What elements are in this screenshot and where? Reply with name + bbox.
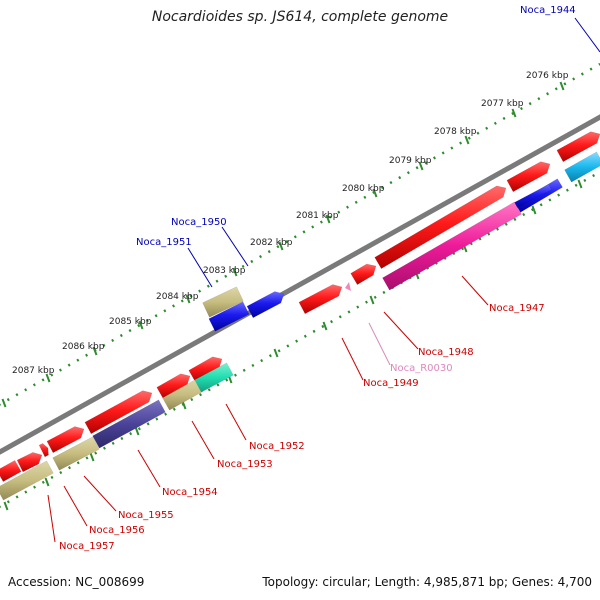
leader-line [83,475,117,512]
ruler-tick [1,398,7,408]
gene-feature [38,443,49,458]
leader-line [341,337,364,381]
gene-feature [194,362,234,393]
gene-feature [506,161,551,193]
leader-line [225,403,247,441]
leader-line [191,420,215,460]
inner-ruler-dots [0,170,600,508]
ruler-tick [45,373,51,383]
gene-label: Noca_1951 [136,237,192,248]
ruler-tick [418,161,424,171]
ruler-tick [3,501,9,511]
ruler-label: 2079 kbp [389,156,432,166]
ruler-tick [325,214,331,224]
gene-label: Noca_1952 [249,441,305,452]
gene-label: Noca_1956 [89,525,145,536]
gene-feature [0,460,54,501]
gene-label: Noca_1950 [171,217,227,228]
gene-label: Noca_1953 [217,459,273,470]
leader-line [137,449,161,488]
gene-feature [0,459,22,483]
ruler-label: 2081 kbp [296,211,339,221]
ruler-label: 2083 kbp [203,266,246,276]
ruler-tick [464,135,470,145]
ruler-tick [511,108,517,118]
ruler-tick [273,348,279,358]
map-title: Nocardioides sp. JS614, complete genome [151,9,449,25]
gene-labels: Noca_1944 Noca_1947 Noca_1948 Noca_R0030 Noc… [59,5,576,552]
gene-label: Noca_1957 [59,541,115,552]
leader-line [47,494,56,543]
leader-line [63,485,88,527]
outer-ruler-dots [0,62,600,406]
ruler-label: 2082 kbp [250,238,293,248]
gene-feature [202,286,244,318]
gene-feature [556,131,600,163]
gene-label: Noca_1944 [520,5,576,16]
ruler-tick [322,321,328,331]
ruler-tick [369,295,375,305]
gene-feature [350,263,377,285]
ruler-label: 2078 kbp [434,127,477,137]
ruler-label: 2087 kbp [12,366,55,376]
gene-label: Noca_1949 [363,378,419,389]
ruler-label: 2076 kbp [526,71,569,81]
ruler-label: 2086 kbp [62,342,105,352]
ruler-tick [232,267,238,277]
ruler-tick [134,426,140,436]
ruler-label: 2080 kbp [342,184,385,194]
ruler-tick [89,452,95,462]
gene-feature [52,436,100,471]
gene-label: Noca_R0030 [390,363,453,374]
leader-line [368,322,391,366]
ruler-tick [138,320,144,330]
gene-feature-rna [345,282,351,291]
ruler-tick [559,81,565,91]
ruler-labels: 2076 kbp 2077 kbp 2078 kbp 2079 kbp 2080 kbp… [12,71,569,376]
leader-line [574,17,600,53]
gene-feature [84,390,153,435]
label-leader-lines [47,17,600,543]
leader-line [461,275,489,306]
gene-label: Noca_1955 [118,510,174,521]
gene-feature [92,399,166,449]
gene-features [0,131,600,501]
ruler-tick [577,179,583,189]
gene-feature [382,201,522,291]
accession-text: Accession: NC_008699 [8,575,145,589]
ruler-tick [531,205,537,215]
ruler-tick [44,477,50,487]
ruler-label: 2084 kbp [156,292,199,302]
gene-feature [298,284,343,315]
ruler-tick [185,294,191,304]
leader-line [383,311,419,350]
gene-feature [564,151,600,183]
leader-line [187,247,213,288]
genome-backbone [0,114,600,455]
gene-feature [374,185,507,269]
gene-label: Noca_1948 [418,347,474,358]
genome-summary-text: Topology: circular; Length: 4,985,871 bp… [262,575,592,589]
ruler-label: 2077 kbp [481,99,524,109]
gene-feature [246,291,285,319]
ruler-tick [278,241,284,251]
ruler-label: 2085 kbp [109,317,152,327]
ruler-tick [372,188,378,198]
gene-label: Noca_1947 [489,303,545,314]
gene-feature [46,426,85,454]
leader-line [221,226,249,267]
ruler-tick [92,346,98,356]
gene-feature [208,301,250,332]
ruler-ticks [1,81,583,511]
gene-feature [514,184,552,208]
gene-label: Noca_1954 [162,487,218,498]
gene-feature [16,452,43,473]
